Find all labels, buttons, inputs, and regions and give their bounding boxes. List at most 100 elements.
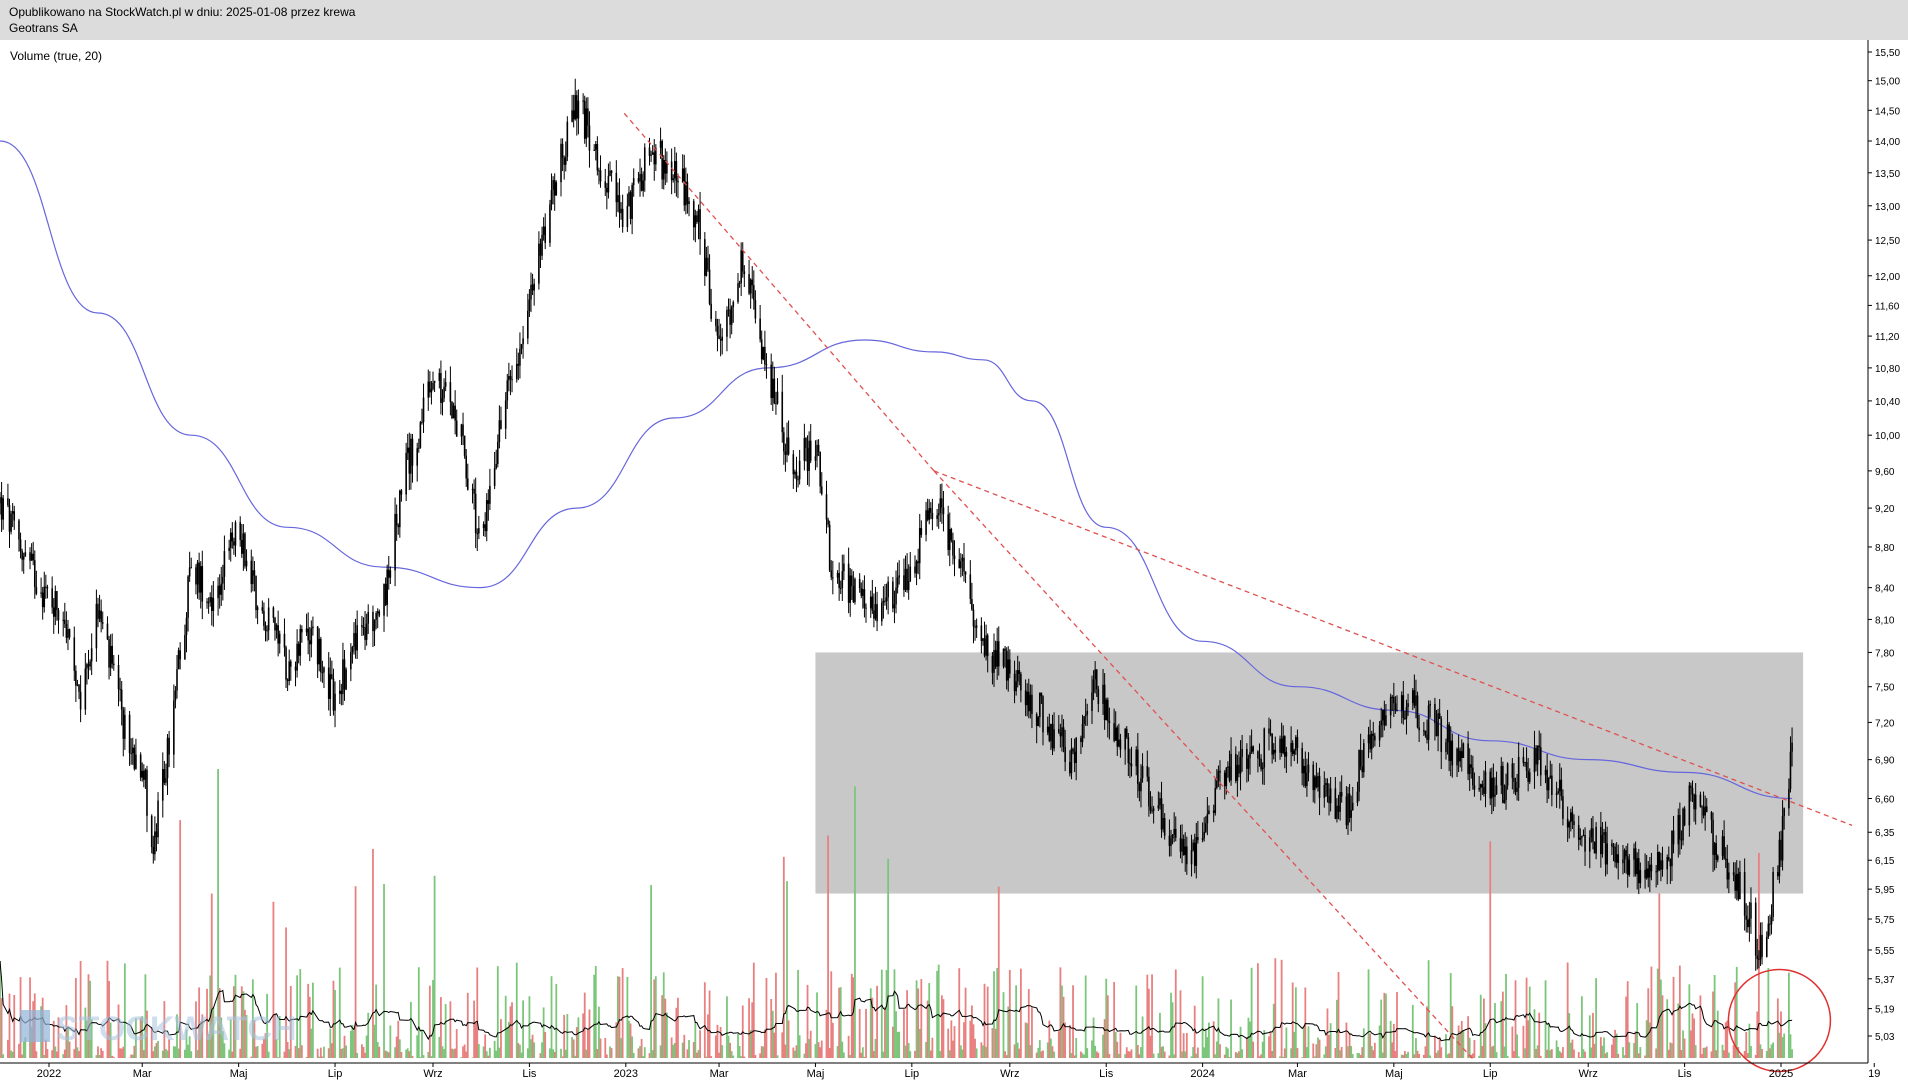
price-candle-body xyxy=(937,513,940,516)
volume-bar xyxy=(409,1001,412,1058)
price-candle-body xyxy=(1756,955,1759,960)
price-candle-body xyxy=(1693,794,1695,810)
price-candle-body xyxy=(1159,798,1161,806)
price-candle-body xyxy=(1212,810,1215,813)
price-candle-body xyxy=(384,583,387,605)
volume-bar xyxy=(1661,995,1664,1058)
price-candle-body xyxy=(704,239,706,276)
volume-bar xyxy=(672,1044,675,1058)
price-candle-body xyxy=(1380,720,1382,726)
price-candle-body xyxy=(926,510,929,520)
volume-bar xyxy=(575,1027,578,1058)
price-candle-body xyxy=(1457,748,1460,762)
price-candle-body xyxy=(1558,779,1561,792)
volume-bar xyxy=(1282,1056,1285,1058)
price-candle-body xyxy=(21,551,23,560)
price-candle-body xyxy=(738,282,741,284)
volume-bar xyxy=(1748,1023,1751,1058)
volume-bar xyxy=(1693,1018,1695,1058)
volume-bar xyxy=(201,1014,204,1058)
price-candle-body xyxy=(1370,733,1373,750)
volume-bar xyxy=(1622,1047,1624,1058)
price-candle-body xyxy=(1227,766,1229,768)
price-candle-body xyxy=(906,568,908,590)
price-candle-body xyxy=(1302,765,1305,774)
price-candle-body xyxy=(350,652,352,670)
volume-bar xyxy=(1061,985,1063,1058)
volume-bar xyxy=(1495,1052,1498,1058)
price-candle-body xyxy=(517,363,520,366)
volume-bar xyxy=(639,1046,641,1058)
price-candle-body xyxy=(11,511,14,514)
volume-bar xyxy=(1647,988,1650,1058)
volume-bar xyxy=(781,1032,784,1058)
price-candle-body xyxy=(708,269,711,304)
price-candle-body xyxy=(1505,785,1507,801)
volume-bar xyxy=(1138,1054,1141,1058)
price-candle-body xyxy=(1195,837,1198,866)
y-axis-tick-label: 12,00 xyxy=(1875,272,1900,283)
volume-bar xyxy=(1149,1035,1152,1058)
volume-bar xyxy=(585,1049,588,1058)
price-candle-body xyxy=(1193,842,1196,866)
volume-bar xyxy=(770,999,773,1058)
volume-bar xyxy=(605,1054,608,1058)
price-candle-body xyxy=(1516,787,1518,792)
volume-bar xyxy=(582,1013,585,1058)
volume-bar xyxy=(563,1014,566,1058)
volume-bar xyxy=(1219,1044,1221,1058)
price-candle-body xyxy=(1783,808,1785,817)
volume-bar xyxy=(360,1044,363,1058)
volume-bar xyxy=(84,1007,87,1058)
volume-bar xyxy=(1075,1037,1078,1058)
volume-bar xyxy=(1152,1053,1155,1058)
volume-bar xyxy=(1437,1050,1439,1058)
price-candle-body xyxy=(395,513,398,526)
volume-bar xyxy=(244,1009,246,1058)
price-candle-body xyxy=(79,691,82,710)
price-candle-body xyxy=(504,400,507,429)
price-candle-body xyxy=(1557,791,1559,794)
volume-bar xyxy=(515,962,518,1058)
volume-bar xyxy=(1293,1031,1296,1058)
volume-bar xyxy=(798,1035,801,1058)
price-candle-body xyxy=(45,586,47,588)
price-candle-body xyxy=(410,438,412,474)
price-candle-body xyxy=(1170,838,1172,846)
volume-bar xyxy=(1650,966,1653,1058)
volume-bar xyxy=(793,1050,796,1058)
volume-bar xyxy=(430,1056,433,1058)
volume-bar xyxy=(1328,1035,1330,1058)
volume-bar xyxy=(539,1053,542,1058)
price-candle-body xyxy=(753,285,755,301)
price-candle-body xyxy=(610,170,613,173)
price-candle-body xyxy=(1125,728,1128,738)
volume-bar xyxy=(1263,1029,1266,1058)
volume-bar xyxy=(748,998,750,1058)
price-candle-body xyxy=(255,575,257,611)
volume-bar xyxy=(842,1052,845,1058)
price-candle-body xyxy=(1075,737,1077,764)
price-candle-body xyxy=(1690,785,1692,788)
volume-bar xyxy=(1403,1051,1406,1058)
price-candle-body xyxy=(177,650,180,670)
price-candle-body xyxy=(1600,826,1602,855)
volume-bar xyxy=(896,1031,899,1058)
volume-bar xyxy=(416,1035,419,1058)
volume-bar xyxy=(1280,959,1283,1058)
price-candle-body xyxy=(533,283,535,291)
volume-bar xyxy=(1094,1045,1097,1058)
price-candle-body xyxy=(233,541,235,546)
volume-bar xyxy=(1743,1050,1746,1058)
price-candle-body xyxy=(463,435,466,456)
volume-bar xyxy=(422,1055,425,1058)
price-candle-body xyxy=(947,514,949,550)
price-candle-body xyxy=(1040,692,1043,697)
volume-bar xyxy=(1135,985,1138,1058)
price-candle-body xyxy=(30,553,33,561)
volume-bar xyxy=(1225,1046,1228,1058)
volume-bar xyxy=(792,1047,795,1058)
volume-bar xyxy=(1446,1054,1449,1058)
price-candle-body xyxy=(1018,670,1021,674)
volume-bar xyxy=(863,1056,866,1058)
